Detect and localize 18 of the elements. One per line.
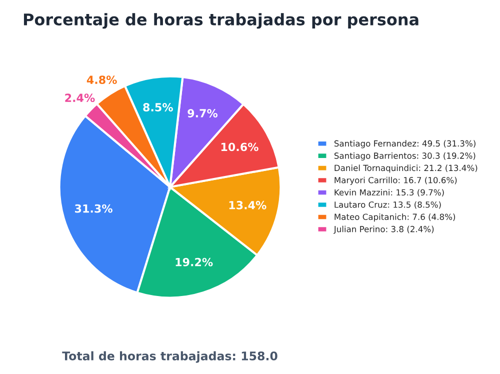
data-label: 2.4% [65, 94, 95, 102]
data-label: 31.3% [75, 204, 112, 213]
legend-label: Mateo Capitanich: 7.6 (4.8%) [334, 214, 456, 222]
legend-label: Julian Perino: 3.8 (2.4%) [333, 226, 434, 234]
chart-title: Porcentaje de horas trabajadas por persona [24, 13, 418, 29]
data-label: 9.7% [188, 109, 218, 118]
legend-label: Maryori Carrillo: 16.7 (10.6%) [334, 176, 457, 185]
legend-label: Santiago Barrientos: 30.3 (19.2%) [334, 152, 476, 160]
legend-label: Santiago Fernandez: 49.5 (31.3%) [334, 140, 476, 148]
data-label: 19.2% [176, 258, 213, 266]
legend-label: Kevin Mazzini: 15.3 (9.7%) [334, 189, 444, 197]
data-label: 10.6% [221, 142, 258, 152]
data-label: 4.8% [86, 76, 117, 84]
legend-label: Daniel Tornaquindici: 21.2 (13.4%) [334, 164, 478, 173]
legend-label: Lautaro Cruz: 13.5 (8.5%) [334, 201, 441, 209]
text: Total de horas trabajadas: 158.0 [62, 351, 278, 363]
data-label: 13.4% [229, 200, 266, 210]
data-label: 8.5% [143, 103, 173, 112]
